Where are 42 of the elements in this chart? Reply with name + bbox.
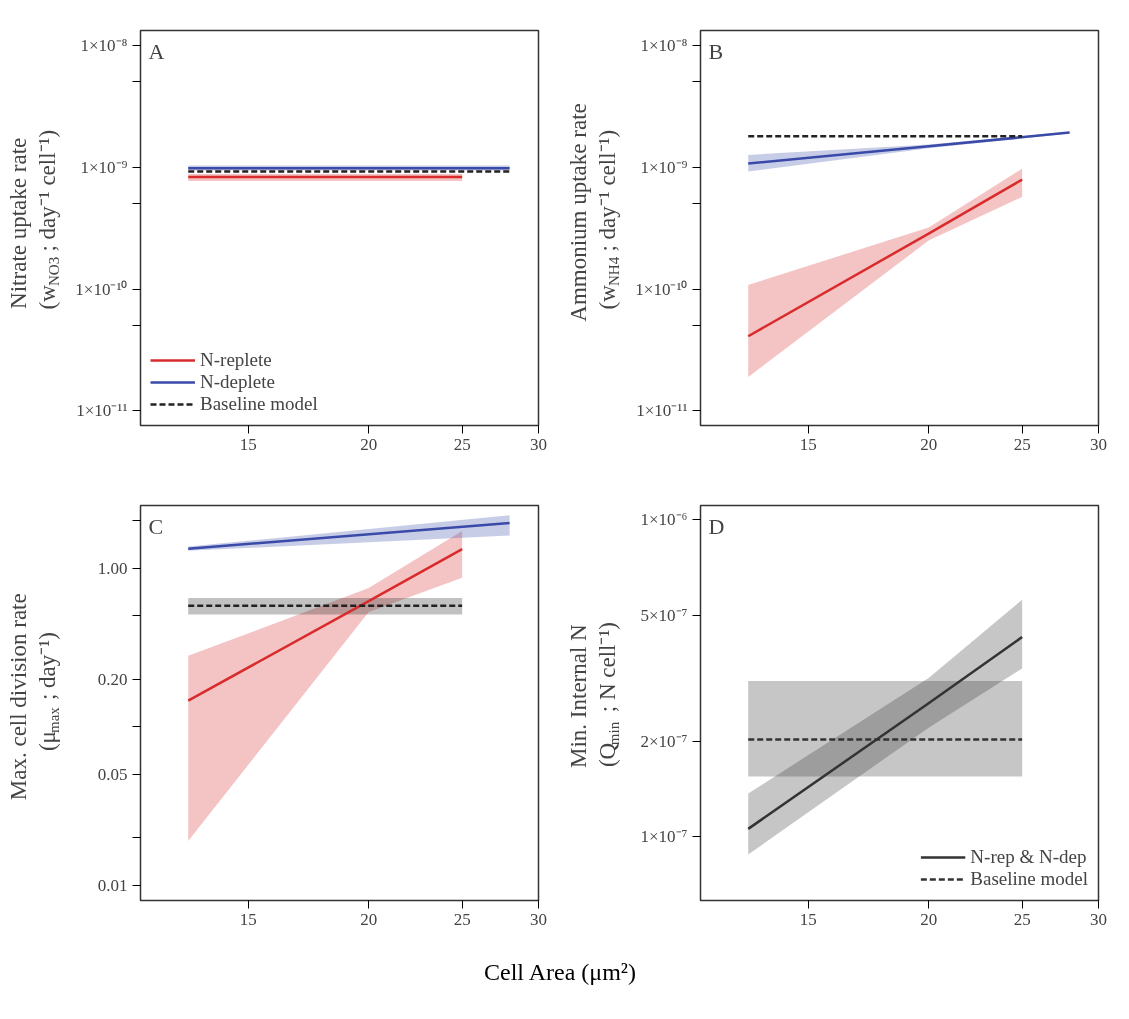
y-tick-label: 1×10⁻¹¹	[636, 401, 688, 421]
x-tick-label: 15	[799, 434, 817, 454]
x-tick-label: 30	[530, 434, 547, 454]
x-tick-label: 30	[1090, 909, 1107, 929]
x-tick-label: 25	[453, 434, 471, 454]
legend-label: Baseline model	[200, 393, 318, 415]
y-tick-label: 1×10⁻⁹	[80, 157, 128, 177]
y-tick-label: 1×10⁻⁶	[640, 510, 688, 530]
x-tick-label: 25	[1013, 909, 1031, 929]
x-axis-title: Cell Area (μm²)	[483, 958, 636, 987]
y-tick-label: 1×10⁻⁸	[640, 35, 688, 55]
y-tick-label: 5×10⁻⁷	[640, 605, 688, 625]
x-tick-label: 20	[920, 434, 938, 454]
y-tick-label: 1×10⁻⁹	[640, 157, 688, 177]
y-tick-label: 0.05	[97, 764, 128, 784]
x-tick-label: 15	[239, 909, 257, 929]
x-tick-label: 30	[1090, 434, 1107, 454]
x-tick-label: 15	[799, 909, 817, 929]
x-tick-label: 15	[239, 434, 257, 454]
y-tick-label: 1×10⁻⁷	[640, 827, 688, 847]
x-tick-label: 20	[920, 909, 938, 929]
y-tick-label: 1.00	[97, 558, 128, 578]
y-tick-label: 0.01	[97, 875, 128, 895]
chart-title: D	[708, 513, 725, 539]
legend-label: Baseline model	[970, 868, 1088, 890]
y-tick-label: 0.20	[97, 669, 128, 689]
chart-title: A	[148, 38, 165, 64]
x-tick-label: 25	[1013, 434, 1031, 454]
x-tick-label: 25	[453, 909, 471, 929]
chart-title: B	[708, 38, 724, 64]
chart-title: C	[148, 513, 164, 539]
legend-label: N-deplete	[200, 371, 275, 393]
y-tick-label: 1×10⁻⁸	[80, 35, 128, 55]
y-tick-label: 1×10⁻¹¹	[76, 401, 128, 421]
legend-label: N-rep & N-dep	[970, 846, 1087, 868]
x-tick-label: 20	[360, 434, 378, 454]
x-tick-label: 20	[360, 909, 378, 929]
legend-label: N-replete	[200, 349, 272, 371]
x-tick-label: 30	[530, 909, 547, 929]
y-tick-label: 1×10⁻¹⁰	[75, 279, 128, 299]
y-tick-label: 2×10⁻⁷	[640, 731, 688, 751]
y-tick-label: 1×10⁻¹⁰	[635, 279, 688, 299]
